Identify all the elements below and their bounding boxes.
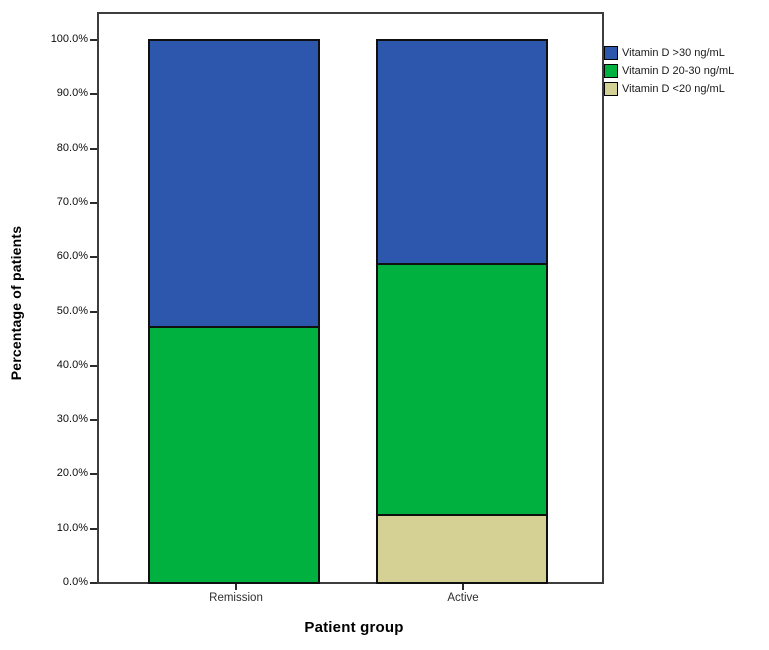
y-axis-tick-label: 0.0% bbox=[62, 576, 88, 588]
y-axis-tick bbox=[90, 310, 97, 313]
y-axis-tick-label: 50.0% bbox=[56, 304, 88, 317]
bar-remission bbox=[148, 39, 320, 584]
legend-swatch-icon bbox=[604, 82, 618, 96]
y-axis-tick bbox=[90, 201, 97, 204]
y-axis-tick-label: 20.0% bbox=[56, 467, 88, 480]
y-axis-tick bbox=[90, 582, 97, 584]
y-axis-tick-label: 10.0% bbox=[56, 521, 88, 534]
x-axis-tick bbox=[235, 584, 237, 590]
bar-segment bbox=[150, 41, 318, 327]
legend-item-label: Vitamin D <20 ng/mL bbox=[622, 83, 725, 95]
legend-item: Vitamin D <20 ng/mL bbox=[604, 82, 734, 96]
y-axis-title: Percentage of patients bbox=[8, 225, 24, 381]
legend-item: Vitamin D >30 ng/mL bbox=[604, 46, 734, 60]
y-axis-tick-label: 60.0% bbox=[56, 250, 88, 263]
bar-segment bbox=[378, 41, 546, 263]
y-axis-tick-label: 80.0% bbox=[56, 141, 88, 154]
y-axis-tick bbox=[90, 39, 97, 41]
x-axis-title: Patient group bbox=[304, 619, 404, 636]
y-axis-tick-label: 100.0% bbox=[50, 33, 88, 45]
y-axis-tick bbox=[90, 364, 97, 367]
y-axis-tick-label: 30.0% bbox=[56, 413, 88, 426]
x-axis-category-label: Remission bbox=[209, 592, 263, 604]
legend-item: Vitamin D 20-30 ng/mL bbox=[604, 64, 734, 78]
x-axis-tick bbox=[462, 584, 464, 590]
y-axis-tick-label: 40.0% bbox=[56, 358, 88, 371]
bar-segment bbox=[378, 514, 546, 582]
legend-swatch-icon bbox=[604, 64, 618, 78]
y-axis-tick bbox=[90, 527, 97, 530]
bar-segment bbox=[150, 326, 318, 582]
legend-item-label: Vitamin D 20-30 ng/mL bbox=[622, 65, 735, 77]
y-axis-tick bbox=[90, 147, 97, 150]
x-axis-category-label: Active bbox=[447, 592, 479, 604]
y-axis-tick-label: 70.0% bbox=[56, 195, 88, 208]
bar-active bbox=[376, 39, 548, 584]
legend-item-label: Vitamin D >30 ng/mL bbox=[622, 47, 725, 59]
y-axis-tick bbox=[90, 419, 97, 422]
y-axis-tick-label: 90.0% bbox=[56, 87, 88, 100]
y-axis-tick bbox=[90, 473, 97, 476]
y-axis-tick bbox=[90, 93, 97, 96]
y-axis-tick bbox=[90, 256, 97, 259]
legend: Vitamin D >30 ng/mL Vitamin D 20-30 ng/mL… bbox=[604, 46, 734, 100]
bar-segment bbox=[378, 262, 546, 515]
legend-swatch-icon bbox=[604, 46, 618, 60]
